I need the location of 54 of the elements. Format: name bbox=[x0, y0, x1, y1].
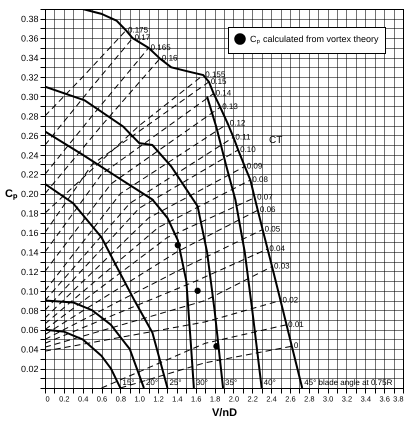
y-tick-label: 0.28 bbox=[20, 111, 38, 122]
series-label: 0.11 bbox=[235, 132, 251, 142]
series-label: 40° bbox=[264, 378, 276, 387]
legend-label: Cₚ calculated from vortex theory bbox=[250, 34, 380, 45]
series-label: 0.10 bbox=[240, 144, 256, 154]
y-tick-label: 0.34 bbox=[20, 53, 38, 64]
series-label: 0.13 bbox=[222, 102, 238, 112]
y-tick-label: 0.10 bbox=[20, 286, 38, 296]
series-label: 0.14 bbox=[216, 88, 232, 98]
series-label: 20° bbox=[146, 378, 158, 387]
series-label: 0.03 bbox=[274, 262, 290, 271]
point bbox=[174, 242, 181, 248]
series-label: 0.04 bbox=[269, 244, 286, 254]
series-label: 0.17 bbox=[134, 33, 151, 42]
y-tick-label: 0.32 bbox=[20, 72, 38, 83]
series-label: 0.165 bbox=[150, 42, 172, 52]
series-label: 0.12 bbox=[230, 118, 246, 128]
y-tick-label: 0.08 bbox=[20, 306, 38, 316]
y-tick-label: 0.06 bbox=[20, 325, 38, 336]
series-label: 30° bbox=[196, 378, 208, 387]
series-label: 0.05 bbox=[264, 224, 281, 234]
annotation: CT bbox=[269, 135, 282, 146]
y-tick-label: 0.04 bbox=[20, 344, 38, 355]
series-label: 0.15 bbox=[210, 76, 228, 86]
point bbox=[213, 343, 220, 350]
y-tick-label: 0.18 bbox=[20, 208, 38, 219]
series-label: 0.155 bbox=[205, 70, 226, 80]
y-tick-label: 0.16 bbox=[20, 228, 38, 238]
series-label: 45° blade angle at 0.75R bbox=[304, 378, 393, 387]
series-label: 0.09 bbox=[246, 161, 263, 170]
series-label: 0.16 bbox=[162, 54, 178, 63]
series-label: 0.08 bbox=[252, 175, 268, 184]
y-tick-label: 0.02 bbox=[20, 364, 38, 374]
y-tick-label: 0.26 bbox=[20, 130, 38, 141]
x-axis-title: V/nD bbox=[212, 407, 238, 419]
y-tick-label: 0.38 bbox=[20, 14, 38, 24]
series-label: 0.01 bbox=[288, 320, 304, 329]
y-tick-label: 0.30 bbox=[20, 92, 38, 102]
y-tick-label: 0.14 bbox=[20, 247, 38, 258]
series-label: 0.02 bbox=[282, 296, 299, 305]
y-tick-label: 0.12 bbox=[20, 266, 38, 277]
y-tick-label: 0.36 bbox=[20, 34, 38, 44]
series-label: 0.07 bbox=[257, 192, 274, 202]
point bbox=[194, 288, 201, 294]
series-label: 0 bbox=[294, 341, 299, 350]
series-label: 0.175 bbox=[128, 25, 149, 34]
y-tick-label: 0.24 bbox=[20, 150, 38, 160]
y-tick-label: 0.20 bbox=[20, 189, 38, 200]
y-tick-label: 0.22 bbox=[20, 170, 38, 180]
series-label: 0.06 bbox=[260, 205, 276, 214]
y-axis-title: Cₚ bbox=[5, 188, 18, 200]
series-label: 25° bbox=[169, 378, 182, 387]
series-label: 35° bbox=[225, 378, 238, 387]
series-label: 15° bbox=[122, 378, 134, 387]
